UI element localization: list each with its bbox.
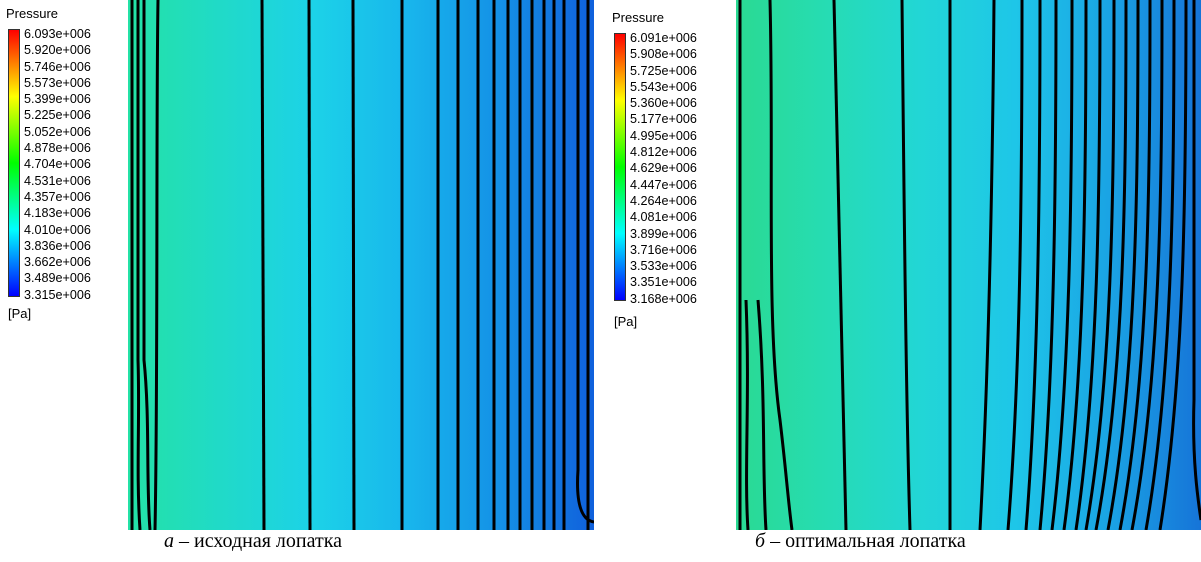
isobar-line [744,299,750,530]
legend-unit: [Pa] [614,314,638,329]
pressure-contour-plot [736,0,1201,530]
isobar-line [1094,0,1128,530]
legend-unit: [Pa] [8,306,32,321]
pressure-field-fill [128,0,594,530]
caption-text: – исходная лопатка [174,530,343,552]
isobar-line [768,0,794,530]
isobar-line [1118,0,1152,530]
contour-field [736,0,1201,530]
legend-value: 4.531e+006 [24,173,91,188]
legend-value: 3.168e+006 [630,291,697,306]
caption-text: – оптимальная лопатка [765,530,966,552]
caption: б – оптимальная лопатка [755,530,966,553]
isobar-line [1024,0,1042,530]
legend-value: 3.489e+006 [24,271,91,286]
isobar-line [1106,0,1140,530]
isobar-line [1062,0,1088,530]
legend-value: 5.908e+006 [630,47,697,62]
isobar-line [1084,0,1116,530]
legend-value: 4.995e+006 [630,128,697,143]
isobar-line [900,0,912,530]
legend-title: Pressure [612,10,665,25]
legend-title: Pressure [6,6,59,21]
legend-color-bar [8,29,20,297]
legend-value: 5.725e+006 [630,63,697,78]
legend-labels: 6.091e+006 5.908e+006 5.725e+006 5.543e+006… [630,30,697,307]
isobar-line [153,0,160,530]
isobar-line [260,0,266,530]
legend-value: 4.183e+006 [24,206,91,221]
legend-value: 3.315e+006 [24,287,91,302]
legend-value: 5.052e+006 [24,124,91,139]
caption-letter: б [755,530,766,552]
isobar-line [756,299,768,530]
legend-value: 4.081e+006 [630,210,697,225]
legend-value: 5.543e+006 [630,79,697,94]
legend-value: 5.573e+006 [24,75,91,90]
pressure-contour-plot [128,0,594,530]
isobar-line [1144,0,1176,530]
legend-value: 3.716e+006 [630,242,697,257]
isobar-line [1050,0,1074,530]
legend-value: 5.746e+006 [24,59,91,74]
isobar-line [1158,0,1188,530]
legend-color-bar [614,33,626,301]
isobar-line [1074,0,1102,530]
legend-value: 4.704e+006 [24,157,91,172]
isobar-line [142,0,152,530]
legend-value: 5.399e+006 [24,92,91,107]
legend-value: 3.662e+006 [24,255,91,270]
contour-field [128,0,594,530]
legend-value: 5.360e+006 [630,96,697,111]
legend-value: 4.010e+006 [24,222,91,237]
caption-letter: а [164,530,174,552]
legend-labels: 6.093e+006 5.920e+006 5.746e+006 5.573e+006… [24,26,91,303]
legend-value: 4.264e+006 [630,193,697,208]
legend-value: 5.920e+006 [24,43,91,58]
legend-value: 4.447e+006 [630,177,697,192]
isobar-line [136,0,142,530]
legend-value: 3.899e+006 [630,226,697,241]
legend-value: 4.878e+006 [24,141,91,156]
legend-value: 6.093e+006 [24,27,91,41]
isobar-line [978,0,996,530]
isobar-line [307,0,312,530]
legend-value: 4.812e+006 [630,145,697,160]
panel-optimal-blade: Pressure 6.091e+006 5.908e+006 5.725e+006 5… [606,0,1201,562]
legend-value: 3.533e+006 [630,259,697,274]
isobar-line [832,0,848,530]
isobar-line [1038,0,1058,530]
isobar-line [1192,0,1201,521]
isobar-line [576,0,594,524]
isobar-line [351,0,356,530]
legend-value: 3.351e+006 [630,275,697,290]
legend-value: 5.177e+006 [630,112,697,127]
isobar-line [1130,0,1164,530]
legend-value: 6.091e+006 [630,31,697,45]
panel-original-blade: Pressure 6.093e+006 5.920e+006 5.746e+006 5… [0,0,600,562]
legend-value: 4.357e+006 [24,189,91,204]
legend-value: 3.836e+006 [24,238,91,253]
caption: а – исходная лопатка [164,530,342,553]
legend-value: 5.225e+006 [24,108,91,123]
legend-value: 4.629e+006 [630,161,697,176]
isobar-line [1006,0,1024,530]
